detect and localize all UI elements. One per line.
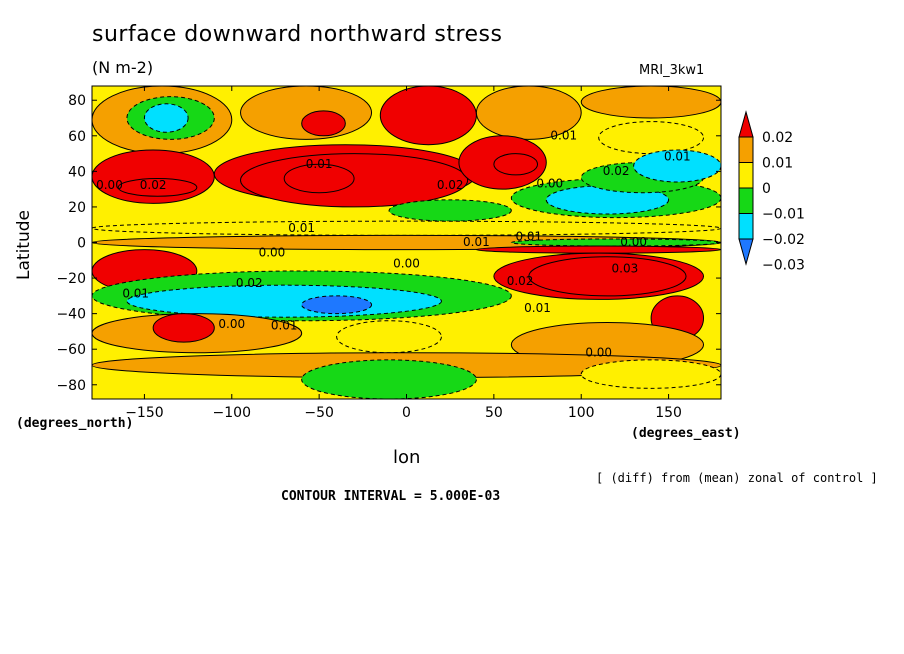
contour-label: 0.00: [536, 176, 563, 190]
colorbar-swatch: [738, 162, 754, 189]
colorbar-label: 0.02: [762, 130, 793, 146]
contour-label: 0.02: [140, 178, 167, 192]
field-region: [545, 185, 670, 215]
colorbar-label: 0: [762, 181, 771, 197]
y-tick-label: −80: [56, 378, 86, 394]
y-tick-label: −20: [56, 271, 86, 287]
field-region: [126, 284, 442, 318]
contour-label: 0.02: [236, 276, 263, 290]
colorbar-swatch: [738, 136, 754, 163]
x-tick-label: 0: [402, 405, 411, 421]
chart-title: surface downward northward stress: [92, 22, 503, 47]
contour-label: 0.02: [603, 164, 630, 178]
field-region: [510, 238, 721, 247]
field-region: [152, 313, 215, 343]
contour-label: 0.01: [515, 230, 542, 244]
y-tick-label: −60: [56, 342, 86, 358]
x-tick-label: −50: [304, 405, 334, 421]
contour-label: 0.01: [271, 319, 298, 333]
y-tick-label: 40: [68, 164, 86, 180]
field-region: [143, 103, 189, 133]
field-region: [117, 177, 198, 197]
field-region: [475, 245, 721, 254]
contour-label: 0.00: [393, 256, 420, 270]
field-region: [388, 199, 512, 222]
contour-label: 0.02: [507, 274, 534, 288]
contour-label: 0.01: [463, 235, 490, 249]
y-unit-label: (degrees_north): [16, 416, 134, 431]
x-tick-label: −150: [125, 405, 163, 421]
field-region: [301, 295, 373, 315]
contour-label: 0.02: [437, 178, 464, 192]
colorbar-top-arrow: [738, 110, 754, 138]
field-region: [92, 220, 721, 236]
y-tick-label: 20: [68, 200, 86, 216]
y-tick-label: 60: [68, 129, 86, 145]
colorbar-label: −0.01: [762, 207, 805, 223]
contour-label: 0.00: [585, 345, 612, 359]
field-region: [580, 86, 721, 119]
x-tick-label: 50: [485, 405, 503, 421]
x-axis-label: lon: [393, 447, 421, 468]
y-tick-label: 80: [68, 93, 86, 109]
field-region: [528, 256, 687, 297]
model-label: MRI_3kw1: [639, 63, 705, 78]
colorbar-swatch: [738, 213, 754, 240]
field-region: [379, 86, 477, 146]
contour-label: 0.01: [524, 301, 551, 315]
contour-interval: CONTOUR INTERVAL = 5.000E-03: [281, 489, 501, 504]
field-region: [301, 110, 346, 137]
contour-label: 0.03: [612, 262, 639, 276]
field-region: [493, 153, 539, 176]
colorbar-label: −0.03: [762, 258, 805, 274]
contour-label: 0.00: [259, 246, 286, 260]
field-region: [283, 163, 355, 194]
y-tick-label: −40: [56, 307, 86, 323]
contour-label: 0.00: [218, 317, 245, 331]
field-region: [301, 359, 477, 399]
colorbar-swatch: [738, 187, 754, 214]
contour-label: 0.01: [122, 287, 149, 301]
contour-label: 0.00: [96, 178, 123, 192]
contour-label: 0.01: [550, 128, 577, 142]
field-region: [580, 359, 721, 389]
field-region: [633, 149, 721, 183]
x-tick-label: 100: [568, 405, 595, 421]
contour-label: 0.01: [306, 157, 333, 171]
colorbar-bottom-arrow: [738, 238, 754, 266]
contour-label: 0.01: [664, 150, 691, 164]
y-tick-label: 0: [77, 236, 86, 252]
field-layer: 0.010.010.020.010.00 0.02 0.02 0.000.010.01…: [92, 86, 721, 399]
chart-units: (N m-2): [92, 58, 154, 77]
contour-label: 0.00: [620, 235, 647, 249]
colorbar-label: 0.01: [762, 156, 793, 172]
field-region: [336, 320, 442, 354]
field-region: [475, 86, 582, 140]
x-tick-label: 150: [655, 405, 682, 421]
comparison-note: [ (diff) from (mean) zonal of control ]: [596, 471, 878, 485]
x-tick-label: −100: [213, 405, 251, 421]
contour-label: 0.01: [288, 221, 315, 235]
colorbar-label: −0.02: [762, 232, 805, 248]
x-unit-label: (degrees_east): [631, 426, 741, 441]
